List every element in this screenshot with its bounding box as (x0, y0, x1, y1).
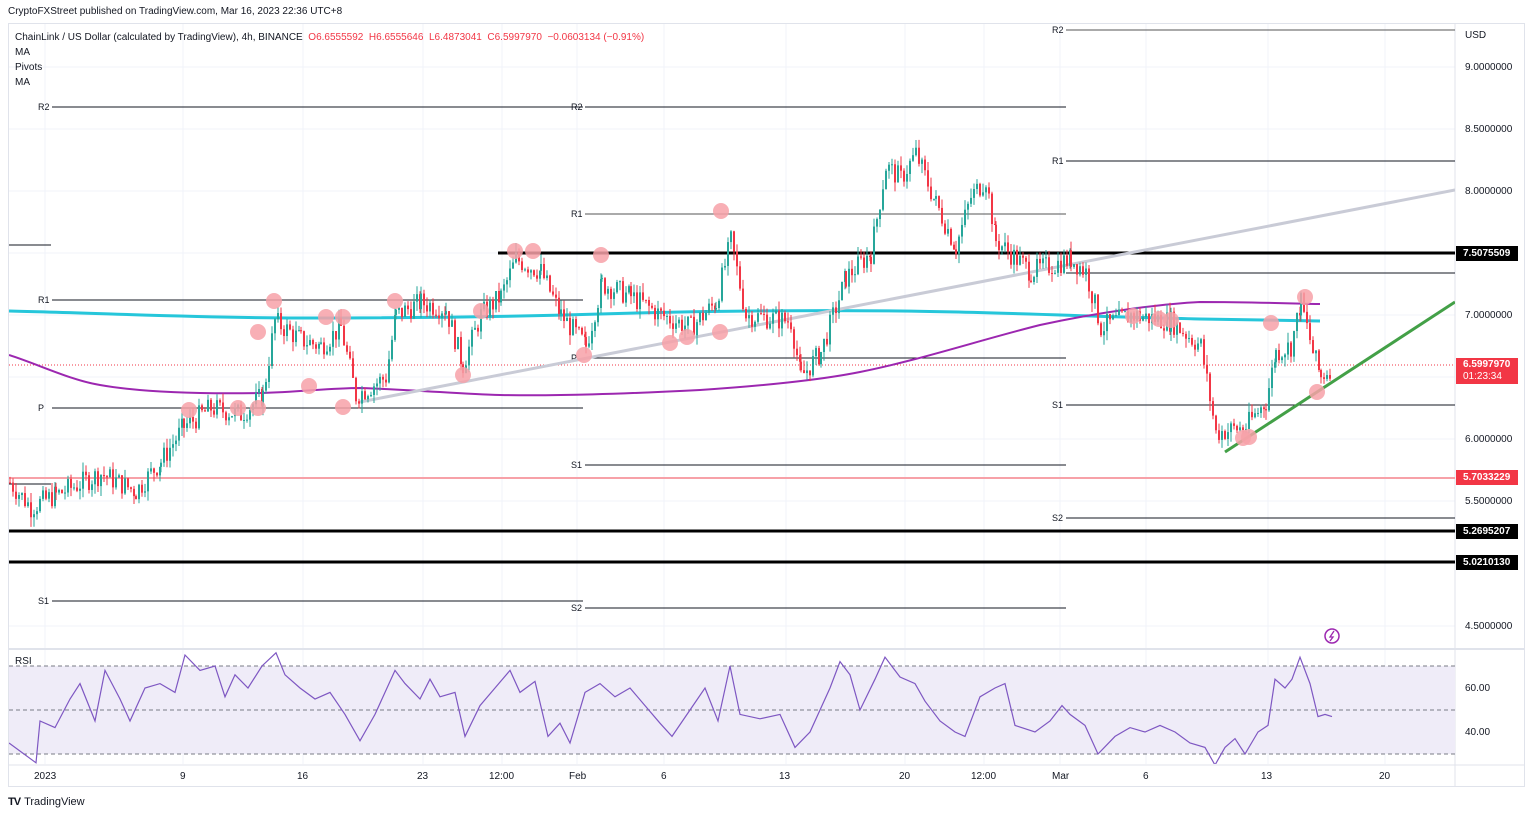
publish-info: CryptoFXStreet published on TradingView.… (8, 6, 343, 17)
last-price-tag: 6.5997970 01:23:34 (1456, 358, 1518, 384)
candlesticks (9, 139, 1331, 527)
ohlc-close: C6.5997970 (487, 32, 542, 43)
rsi-tick: 40.00 (1465, 727, 1490, 738)
svg-text:S1: S1 (38, 596, 49, 606)
svg-text:R2: R2 (1052, 25, 1064, 35)
rsi-line[interactable] (9, 651, 1333, 765)
time-label: 23 (417, 771, 429, 782)
price-tick: 4.5000000 (1465, 621, 1513, 632)
tradingview-brand: TradingView (24, 796, 85, 808)
price-tick: 5.5000000 (1465, 496, 1513, 507)
time-label: Mar (1052, 771, 1070, 782)
svg-text:R1: R1 (571, 209, 583, 219)
rsi-label[interactable]: RSI (15, 656, 32, 667)
time-label: 20 (1379, 771, 1391, 782)
svg-text:S2: S2 (1052, 513, 1063, 523)
ohlc-high: H6.6555646 (368, 32, 424, 43)
price-axis[interactable]: USD 9.0000000 8.5000000 8.0000000 7.0000… (1465, 30, 1513, 632)
time-label: 13 (779, 771, 791, 782)
ohlc-low: L6.4873041 (428, 32, 482, 43)
svg-text:S2: S2 (571, 603, 582, 613)
time-label: Feb (569, 771, 587, 782)
ma-slow-line[interactable] (9, 300, 1321, 397)
indicator-ma-1[interactable]: MA (15, 47, 30, 58)
ohlc-open: O6.6555592 (308, 32, 364, 43)
price-tick: 6.0000000 (1465, 434, 1513, 445)
rsi-tick: 60.00 (1465, 683, 1490, 694)
support1-price-tag: 5.2695207 (1456, 524, 1518, 539)
price-tick: 8.5000000 (1465, 124, 1513, 135)
price-tick: 9.0000000 (1465, 62, 1513, 73)
indicator-pivots[interactable]: Pivots (15, 62, 43, 73)
last-price-value: 6.5997970 (1463, 359, 1511, 370)
symbol-line[interactable]: ChainLink / US Dollar (calculated by Tra… (15, 30, 644, 45)
symbol-title: ChainLink / US Dollar (calculated by Tra… (15, 32, 303, 43)
svg-text:S1: S1 (571, 460, 582, 470)
currency-label: USD (1465, 30, 1486, 41)
svg-text:R2: R2 (571, 102, 583, 112)
svg-text:S1: S1 (1052, 400, 1063, 410)
rsi-levels (9, 665, 1455, 755)
time-axis[interactable]: 2023 9 16 23 12:00 Feb 6 13 20 12:00 Mar… (34, 771, 1391, 782)
svg-text:P: P (571, 353, 577, 363)
time-label: 13 (1261, 771, 1273, 782)
time-label: 12:00 (971, 771, 996, 782)
price-tick: 8.0000000 (1465, 186, 1513, 197)
resistance-price-tag: 7.5075509 (1456, 246, 1518, 261)
time-label: 16 (297, 771, 309, 782)
support2-price-tag: 5.0210130 (1456, 555, 1518, 570)
price-tick: 7.0000000 (1465, 310, 1513, 321)
lightning-circle-icon[interactable] (1324, 628, 1340, 644)
chart-legend: ChainLink / US Dollar (calculated by Tra… (15, 30, 644, 90)
tradingview-logo-icon: TV (8, 796, 21, 808)
svg-text:R1: R1 (1052, 156, 1064, 166)
touch-markers (181, 203, 1325, 446)
bar-countdown: 01:23:34 (1463, 371, 1502, 382)
time-label: 20 (899, 771, 911, 782)
svg-text:P: P (38, 403, 44, 413)
tradingview-footer[interactable]: TV TradingView (8, 796, 85, 808)
chart-frame (8, 23, 1525, 787)
indicator-ma-2[interactable]: MA (15, 77, 30, 88)
ohlc-change: −0.0603134 (−0.91%) (547, 32, 645, 43)
time-label: 12:00 (489, 771, 514, 782)
time-label: 6 (661, 771, 667, 782)
pivot-labels: R2 R1 P S1 R2 R1 P S1 S2 R2 R1 S1 S2 (38, 25, 1064, 613)
time-label: 9 (180, 771, 186, 782)
pivot-lines (9, 29, 1455, 609)
svg-text:R1: R1 (38, 295, 50, 305)
red-level-price-tag: 5.7033229 (1456, 470, 1518, 485)
gray-trendline[interactable] (359, 188, 1455, 404)
time-label: 6 (1143, 771, 1149, 782)
svg-text:R2: R2 (38, 102, 50, 112)
time-label: 2023 (34, 771, 57, 782)
green-trendline[interactable] (1224, 300, 1455, 454)
